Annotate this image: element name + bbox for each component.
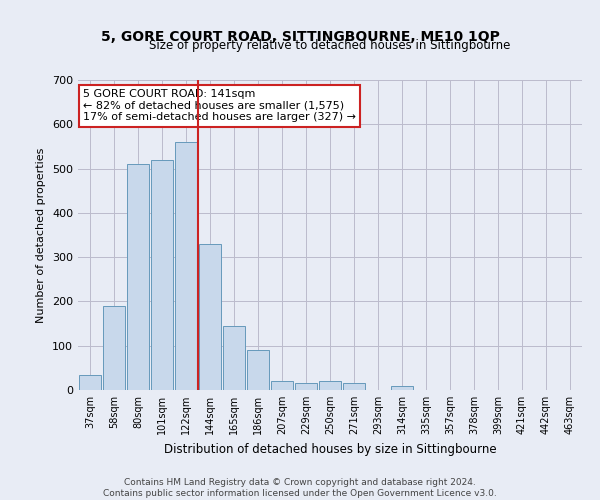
Y-axis label: Number of detached properties: Number of detached properties (37, 148, 46, 322)
Bar (103, 306, 125, 390)
Bar (151, 160, 173, 390)
Bar (319, 381, 341, 390)
Text: 5 GORE COURT ROAD: 141sqm
← 82% of detached houses are smaller (1,575)
17% of se: 5 GORE COURT ROAD: 141sqm ← 82% of detac… (83, 90, 356, 122)
Bar (295, 384, 317, 390)
X-axis label: Distribution of detached houses by size in Sittingbourne: Distribution of detached houses by size … (164, 442, 496, 456)
Bar (127, 164, 149, 390)
Text: 5, GORE COURT ROAD, SITTINGBOURNE, ME10 1QP: 5, GORE COURT ROAD, SITTINGBOURNE, ME10 … (101, 30, 499, 44)
Bar (79, 374, 101, 390)
Bar (343, 384, 365, 390)
Bar (175, 142, 197, 390)
Title: Size of property relative to detached houses in Sittingbourne: Size of property relative to detached ho… (149, 40, 511, 52)
Bar (271, 381, 293, 390)
Bar (247, 350, 269, 390)
Text: Contains HM Land Registry data © Crown copyright and database right 2024.
Contai: Contains HM Land Registry data © Crown c… (103, 478, 497, 498)
Bar (223, 326, 245, 390)
Bar (391, 386, 413, 390)
Bar (199, 244, 221, 390)
